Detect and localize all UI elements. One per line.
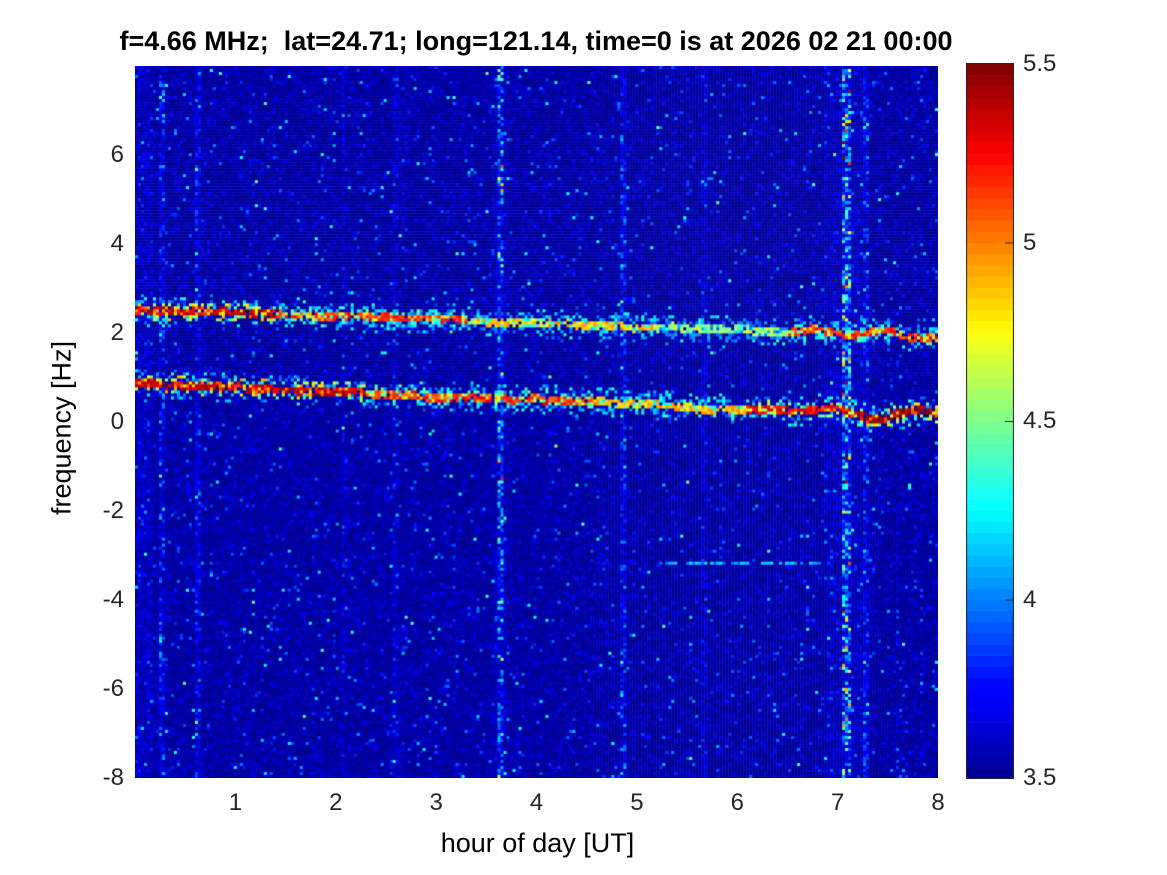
x-tick-label: 4	[529, 789, 544, 816]
x-tick-label: 3	[429, 789, 443, 816]
y-tick-label: -6	[102, 675, 124, 702]
colorbar-tick-label: 5.5	[1023, 50, 1057, 77]
plot-title: f=4.66 MHz; lat=24.71; long=121.14, time…	[119, 26, 953, 56]
x-axis-label: hour of day [UT]	[440, 828, 635, 858]
spectrogram-heatmap	[135, 66, 938, 778]
colorbar-tick-label: 4	[1023, 585, 1037, 613]
x-tick-label: 7	[830, 789, 845, 816]
colorbar-tick-label: 4.5	[1023, 407, 1057, 434]
colorbar-tick-label: 5	[1023, 228, 1037, 256]
y-tick-label: -8	[102, 764, 124, 791]
x-tick-label: 6	[730, 789, 744, 816]
colorbar-tick-label: 3.5	[1023, 764, 1057, 791]
x-tick-label: 2	[329, 789, 343, 816]
y-tick-label: 6	[110, 141, 124, 168]
y-tick-label: -2	[102, 497, 124, 524]
x-tick-label: 5	[630, 789, 644, 816]
y-tick-label: 4	[110, 230, 124, 257]
x-tick-label: 8	[931, 789, 945, 816]
y-axis-label: frequency [Hz]	[46, 340, 77, 516]
x-tick-label: 1	[228, 789, 243, 816]
y-tick-label: -4	[102, 586, 124, 613]
y-tick-label: 0	[110, 408, 124, 435]
y-tick-label: 2	[110, 319, 124, 346]
colorbar	[966, 63, 1014, 779]
